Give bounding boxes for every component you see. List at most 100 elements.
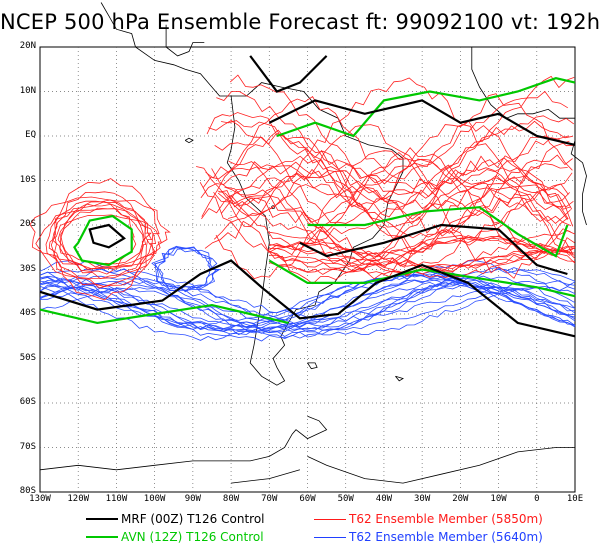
ensemble-5850-high	[53, 191, 147, 301]
ensemble-5850-contour	[205, 93, 573, 180]
ensemble-5850-contour	[224, 183, 569, 268]
ensemble-5850-contour	[217, 77, 570, 205]
ensemble-5640-contour	[40, 285, 576, 331]
latitude-label: 70S	[19, 441, 36, 452]
legend-label-mrf: MRF (00Z) T126 Control	[121, 512, 265, 526]
latitude-label: 50S	[19, 352, 36, 363]
longitude-label: 0	[534, 494, 540, 504]
avn-control-contour	[307, 206, 569, 258]
legend-ensemble-5850: T62 Ensemble Member (5850m)	[314, 511, 543, 527]
legend-swatch-5850	[314, 518, 346, 520]
latitude-label: 10S	[19, 174, 36, 185]
ensemble-5850-contour	[229, 74, 575, 196]
ensemble-5640-contour	[39, 276, 576, 336]
latitude-label: EQ	[25, 130, 36, 140]
ensemble-5640-contour	[39, 272, 576, 331]
coastline-9	[307, 362, 318, 370]
longitude-label: 110W	[105, 494, 128, 504]
latitude-label: 60S	[19, 397, 36, 407]
ensemble-5850-contour	[206, 112, 575, 206]
legend-label-5640: T62 Ensemble Member (5640m)	[349, 530, 543, 544]
ensemble-5640-contour	[39, 279, 576, 332]
legend-mrf-control: MRF (00Z) T126 Control	[86, 511, 265, 527]
ensemble-5850-band	[269, 238, 576, 275]
longitude-label: 80W	[222, 494, 240, 504]
mrf-control-contour	[88, 223, 126, 249]
ensemble-5850-band	[269, 235, 576, 273]
legend-avn-control: AVN (12Z) T126 Control	[86, 529, 264, 545]
mrf-control-contour	[249, 55, 328, 93]
ensemble-5850-high	[57, 199, 153, 280]
chart-title: NCEP 500 hPa Ensemble Forecast ft: 99092…	[0, 10, 600, 34]
ensemble-5850-contour	[201, 193, 569, 261]
ensemble-5850-contour	[226, 161, 572, 228]
legend-label-5850: T62 Ensemble Member (5850m)	[349, 512, 543, 526]
ensemble-5850-high	[59, 207, 144, 275]
coastline-8	[184, 137, 194, 144]
ensemble-5850-high	[29, 196, 171, 270]
longitude-label: 70W	[261, 494, 278, 504]
longitude-label: 120W	[67, 494, 90, 504]
ensemble-5850-contour	[202, 160, 571, 271]
ensemble-5640-loop	[154, 245, 220, 292]
ensemble-5640-contour	[39, 281, 576, 335]
lake-marker	[271, 205, 275, 209]
legend-swatch-5640	[314, 536, 346, 538]
avn-control-contour	[39, 303, 289, 325]
ensemble-5640-contour	[39, 266, 576, 340]
ensemble-5850-contour	[216, 90, 569, 185]
avn-control-contour	[276, 77, 576, 138]
coastline-1	[100, 2, 232, 97]
latitude-label: 30S	[19, 263, 36, 274]
mrf-control-contour	[299, 223, 568, 276]
mrf-control-contour	[268, 99, 576, 146]
ensemble-5640-loop	[151, 245, 218, 290]
longitude-label: 90W	[184, 494, 201, 504]
longitude-label: 60W	[299, 494, 316, 504]
longitude-label: 40W	[375, 494, 393, 504]
ensemble-5640-contour	[39, 274, 576, 325]
longitude-label: 10E	[566, 494, 584, 504]
coastline-4	[570, 140, 587, 226]
legend-ensemble-5640: T62 Ensemble Member (5640m)	[314, 529, 543, 545]
longitude-label: 100W	[143, 494, 166, 504]
ensemble-5850-contour	[227, 170, 573, 241]
legend-swatch-avn	[86, 536, 118, 538]
longitude-label: 30W	[414, 494, 431, 504]
coastline-7	[231, 469, 301, 484]
longitude-label: 10W	[490, 494, 507, 504]
latitude-label: 20N	[19, 41, 36, 51]
ensemble-5850-contour	[211, 158, 572, 224]
ensemble-5850-contour	[196, 147, 571, 251]
longitude-label: 50W	[337, 494, 354, 504]
mrf-control-contour	[39, 259, 576, 338]
legend-swatch-mrf	[86, 518, 118, 520]
latitude-label: 80S	[19, 486, 36, 496]
coastline-2	[165, 24, 205, 57]
coastline-6	[307, 447, 575, 484]
ensemble-5640-contour	[39, 275, 576, 338]
ensemble-5640-loop	[154, 247, 212, 293]
ensemble-5850-contour	[213, 183, 574, 240]
ensemble-5850-contour	[200, 155, 568, 211]
ensemble-5850-high	[45, 201, 152, 287]
latitude-label: 10N	[19, 85, 36, 96]
coastline-10	[395, 375, 404, 382]
latitude-label: 40S	[19, 308, 36, 318]
longitude-label: 130W	[29, 494, 51, 504]
ensemble-5850-contour	[215, 150, 568, 280]
ensemble-5850-band	[269, 236, 576, 268]
ensemble-5850-high	[52, 200, 152, 268]
latitude-label: 20S	[19, 219, 36, 229]
ensemble-5850-contour	[228, 154, 573, 220]
ensemble-5850-contour	[214, 133, 574, 190]
coastline-3	[471, 47, 575, 119]
coastline-5	[39, 415, 328, 471]
longitude-label: 20W	[452, 494, 469, 504]
legend-label-avn: AVN (12Z) T126 Control	[121, 530, 264, 544]
ensemble-5850-contour	[199, 152, 575, 261]
avn-control-contour	[73, 214, 133, 267]
ensemble-5640-contour	[39, 273, 576, 330]
ensemble-5640-contour	[39, 286, 576, 336]
